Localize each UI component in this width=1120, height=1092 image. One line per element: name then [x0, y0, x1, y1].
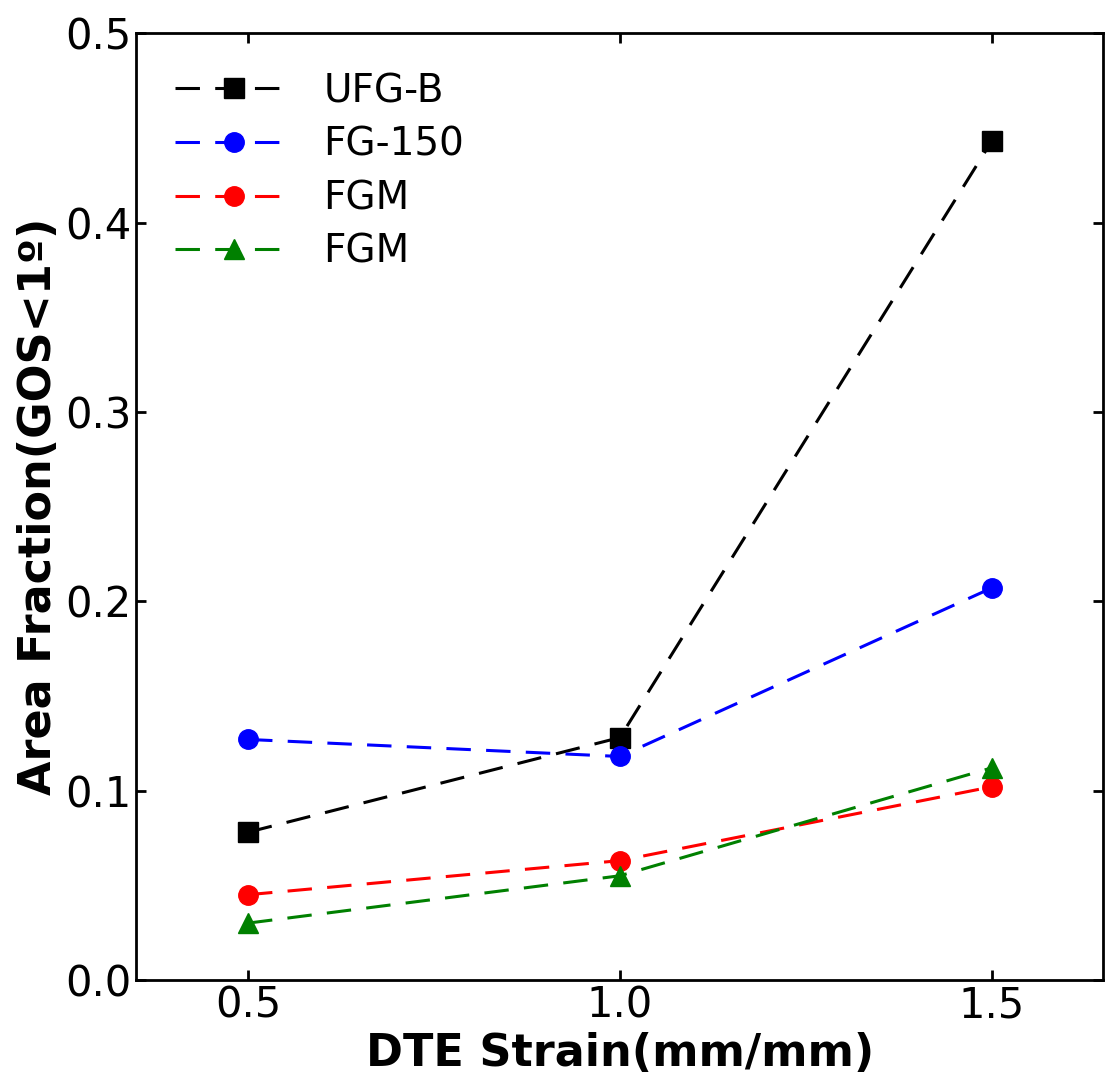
FGM	[241, 916, 254, 929]
Line: FGM: FGM	[239, 758, 1001, 933]
Line: FGM: FGM	[239, 778, 1001, 904]
FGM	[613, 854, 626, 867]
FGM	[986, 761, 999, 774]
FG-150	[986, 581, 999, 594]
UFG-B	[613, 731, 626, 744]
Legend: UFG-B, FG-150, FGM, FGM: UFG-B, FG-150, FGM, FGM	[156, 52, 484, 290]
FGM	[613, 869, 626, 882]
Line: FG-150: FG-150	[239, 579, 1001, 767]
FGM	[241, 888, 254, 901]
FG-150	[613, 750, 626, 763]
UFG-B	[241, 826, 254, 839]
Line: UFG-B: UFG-B	[239, 131, 1001, 842]
X-axis label: DTE Strain(mm/mm): DTE Strain(mm/mm)	[366, 1032, 874, 1076]
Y-axis label: Area Fraction(GOS<1º): Area Fraction(GOS<1º)	[17, 218, 59, 795]
FG-150	[241, 733, 254, 746]
UFG-B	[986, 134, 999, 147]
FGM	[986, 780, 999, 793]
